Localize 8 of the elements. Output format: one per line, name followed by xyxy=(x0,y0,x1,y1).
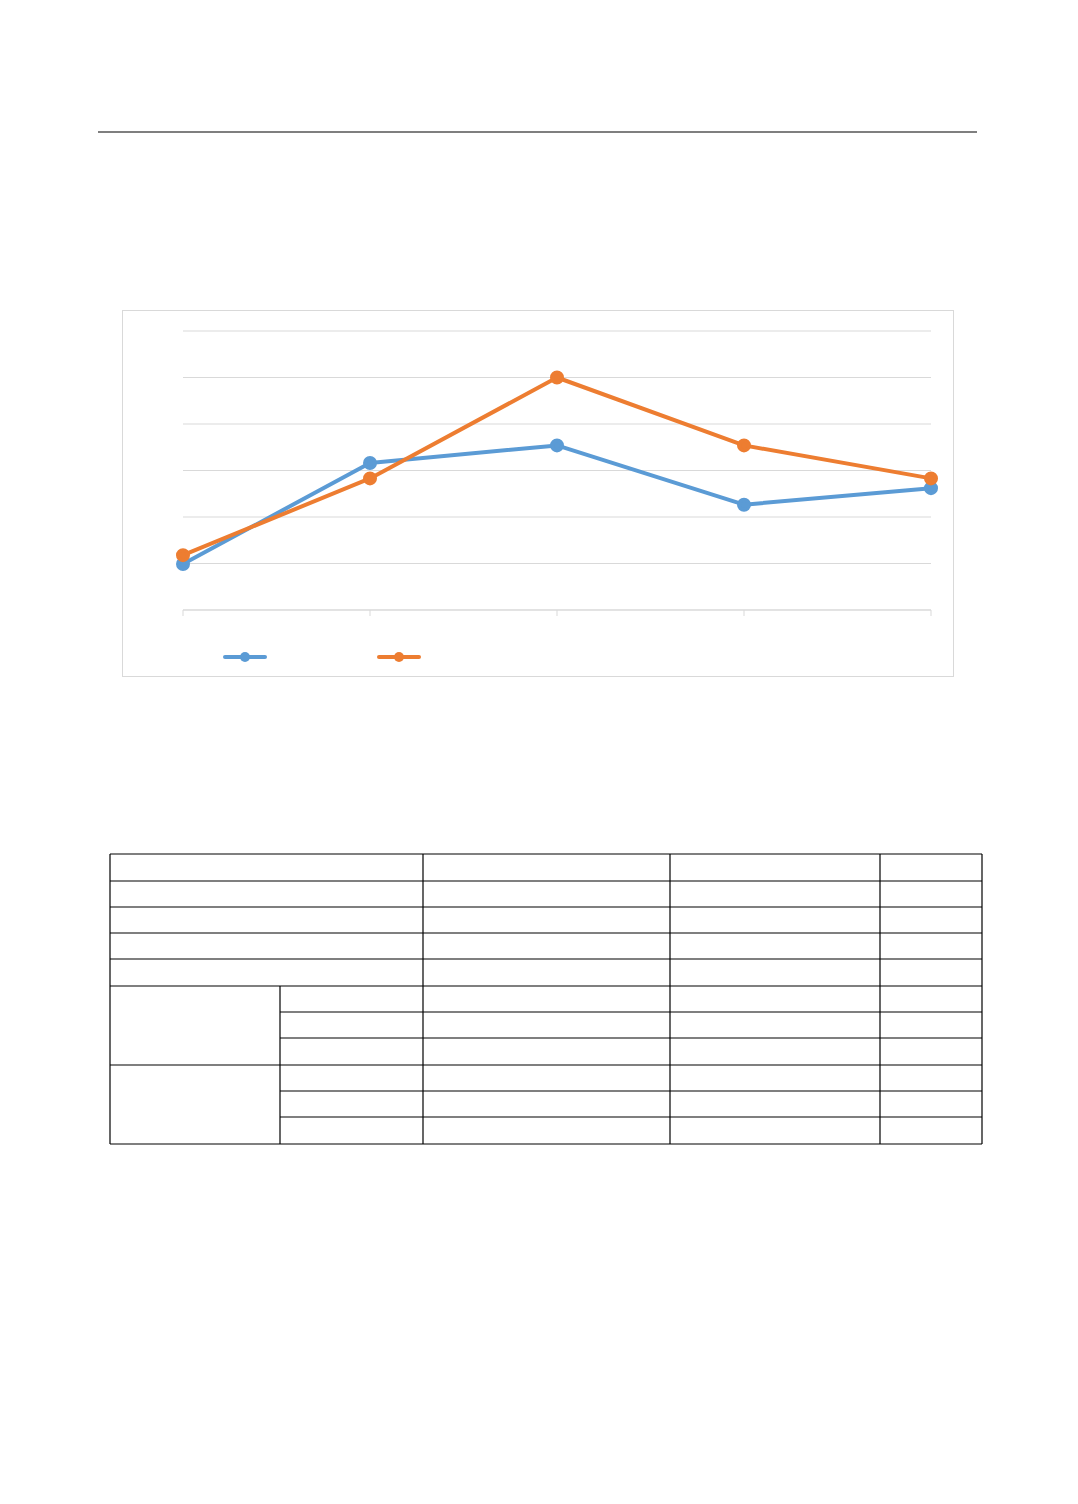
point xyxy=(550,370,564,385)
point xyxy=(550,438,564,453)
point xyxy=(737,497,751,512)
point xyxy=(924,471,938,486)
point xyxy=(363,471,377,486)
point xyxy=(737,438,751,453)
point xyxy=(176,548,190,563)
point xyxy=(363,456,377,471)
